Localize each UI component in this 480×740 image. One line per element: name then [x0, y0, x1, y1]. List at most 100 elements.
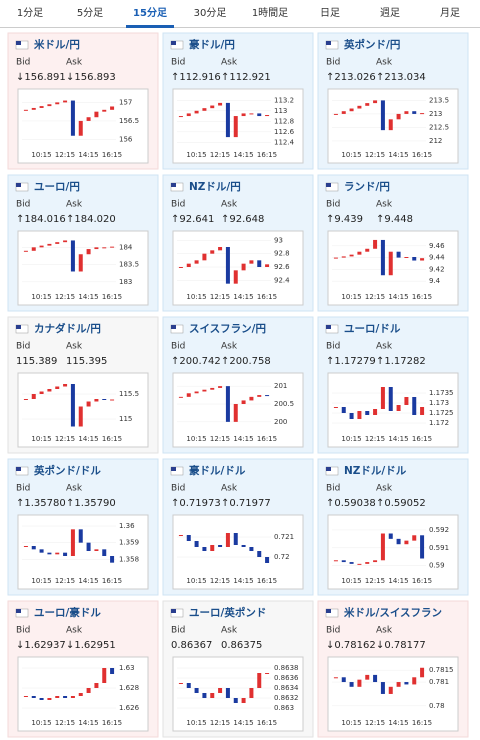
- candle: [78, 120, 83, 136]
- candle: [257, 395, 262, 397]
- ask-label: Ask: [376, 200, 393, 210]
- ask-label: Ask: [376, 484, 393, 494]
- bid-value: ↑213.026: [326, 72, 376, 83]
- pair-name[interactable]: 英ポンド/ドル: [33, 464, 101, 477]
- candle: [63, 384, 68, 387]
- tab[interactable]: 月足: [440, 7, 460, 19]
- candle: [186, 683, 191, 688]
- y-tick-label: 112.4: [274, 138, 295, 146]
- bid-label: Bid: [326, 58, 340, 68]
- candle: [39, 245, 44, 248]
- x-tick-label: 12:15: [210, 435, 230, 443]
- candle: [265, 264, 270, 267]
- candle: [218, 247, 223, 251]
- candle: [23, 250, 28, 252]
- candle: [265, 395, 270, 397]
- pair-name[interactable]: スイスフラン/円: [189, 323, 266, 335]
- candle: [373, 560, 378, 563]
- pair-name[interactable]: ユーロ/英ポンド: [189, 606, 266, 619]
- pair-name[interactable]: 豪ドル/円: [189, 38, 235, 51]
- tab[interactable]: 週足: [380, 7, 400, 19]
- pair-name[interactable]: ユーロ/円: [34, 181, 80, 193]
- x-tick-label: 12:15: [365, 151, 385, 159]
- x-tick-label: 10:15: [31, 719, 51, 727]
- tab-underline: [126, 25, 174, 28]
- x-tick-label: 14:15: [233, 719, 253, 727]
- chart-box: [172, 88, 304, 164]
- x-tick-label: 16:15: [412, 719, 432, 727]
- chart-box: [17, 88, 149, 164]
- pair-name[interactable]: 米ドル/スイスフラン: [343, 606, 442, 619]
- pair-name[interactable]: ユーロ/豪ドル: [34, 606, 101, 619]
- pair-name[interactable]: 米ドル/円: [33, 38, 80, 51]
- candle: [47, 104, 52, 107]
- pair-name[interactable]: ユーロ/ドル: [344, 323, 401, 335]
- candle: [31, 546, 36, 550]
- tab[interactable]: 5分足: [77, 7, 103, 19]
- bid-label: Bid: [16, 484, 30, 494]
- bid-value: ↑184.016: [16, 214, 66, 225]
- candle: [225, 688, 230, 698]
- x-tick-label: 10:15: [186, 151, 206, 159]
- candle: [55, 242, 60, 244]
- y-tick-label: 0.8634: [274, 684, 299, 692]
- candle: [218, 688, 223, 693]
- pair-name[interactable]: カナダドル/円: [34, 322, 101, 335]
- tab[interactable]: 日足: [320, 7, 340, 19]
- tab[interactable]: 30分足: [194, 7, 227, 19]
- candle: [380, 387, 385, 409]
- candle: [404, 682, 409, 685]
- candle: [94, 549, 99, 551]
- ask-label: Ask: [376, 58, 393, 68]
- tab[interactable]: 1時間足: [252, 7, 288, 19]
- candle: [70, 100, 75, 136]
- candle: [333, 407, 338, 408]
- x-tick-label: 14:15: [388, 435, 408, 443]
- pair-name[interactable]: ランド/円: [344, 181, 390, 193]
- candle: [194, 541, 199, 547]
- candle: [341, 677, 346, 683]
- pair-name[interactable]: 英ポンド/円: [343, 38, 400, 51]
- candle: [341, 407, 346, 413]
- chart-box: [327, 514, 459, 590]
- tab[interactable]: 1分足: [17, 7, 43, 19]
- pair-name[interactable]: NZドル/円: [189, 181, 241, 193]
- candle: [396, 251, 401, 258]
- ask-label: Ask: [376, 626, 393, 636]
- candle: [265, 673, 270, 674]
- candle: [249, 547, 254, 551]
- y-tick-label: 9.42: [429, 265, 445, 273]
- candle: [265, 115, 270, 117]
- candle: [388, 119, 393, 131]
- candle: [210, 693, 215, 698]
- x-tick-label: 14:15: [388, 293, 408, 301]
- candle: [102, 109, 107, 112]
- candle: [78, 529, 83, 543]
- candle: [373, 239, 378, 249]
- x-tick-label: 14:15: [78, 151, 98, 159]
- ask-value: ↑0.71977: [221, 498, 271, 509]
- chart-box: [172, 514, 304, 590]
- ask-label: Ask: [221, 58, 238, 68]
- candle: [349, 108, 354, 112]
- candle: [365, 248, 370, 252]
- candle: [333, 113, 338, 115]
- candle: [218, 545, 223, 547]
- ask-label: Ask: [221, 484, 238, 494]
- ask-value: ↓0.78177: [376, 640, 426, 651]
- x-tick-label: 16:15: [257, 577, 277, 585]
- pair-name[interactable]: 豪ドル/ドル: [189, 464, 246, 477]
- pair-name[interactable]: NZドル/ドル: [344, 465, 407, 477]
- bid-value: 115.389: [16, 356, 57, 367]
- x-tick-label: 12:15: [365, 719, 385, 727]
- x-tick-label: 10:15: [31, 435, 51, 443]
- bid-label: Bid: [16, 342, 30, 352]
- tab[interactable]: 15分足: [133, 6, 168, 19]
- y-tick-label: 92.8: [274, 250, 290, 258]
- candle: [380, 239, 385, 276]
- flag-mark: [171, 41, 176, 45]
- candle: [225, 386, 230, 422]
- candle: [341, 256, 346, 258]
- candle: [194, 688, 199, 693]
- candle: [249, 260, 254, 264]
